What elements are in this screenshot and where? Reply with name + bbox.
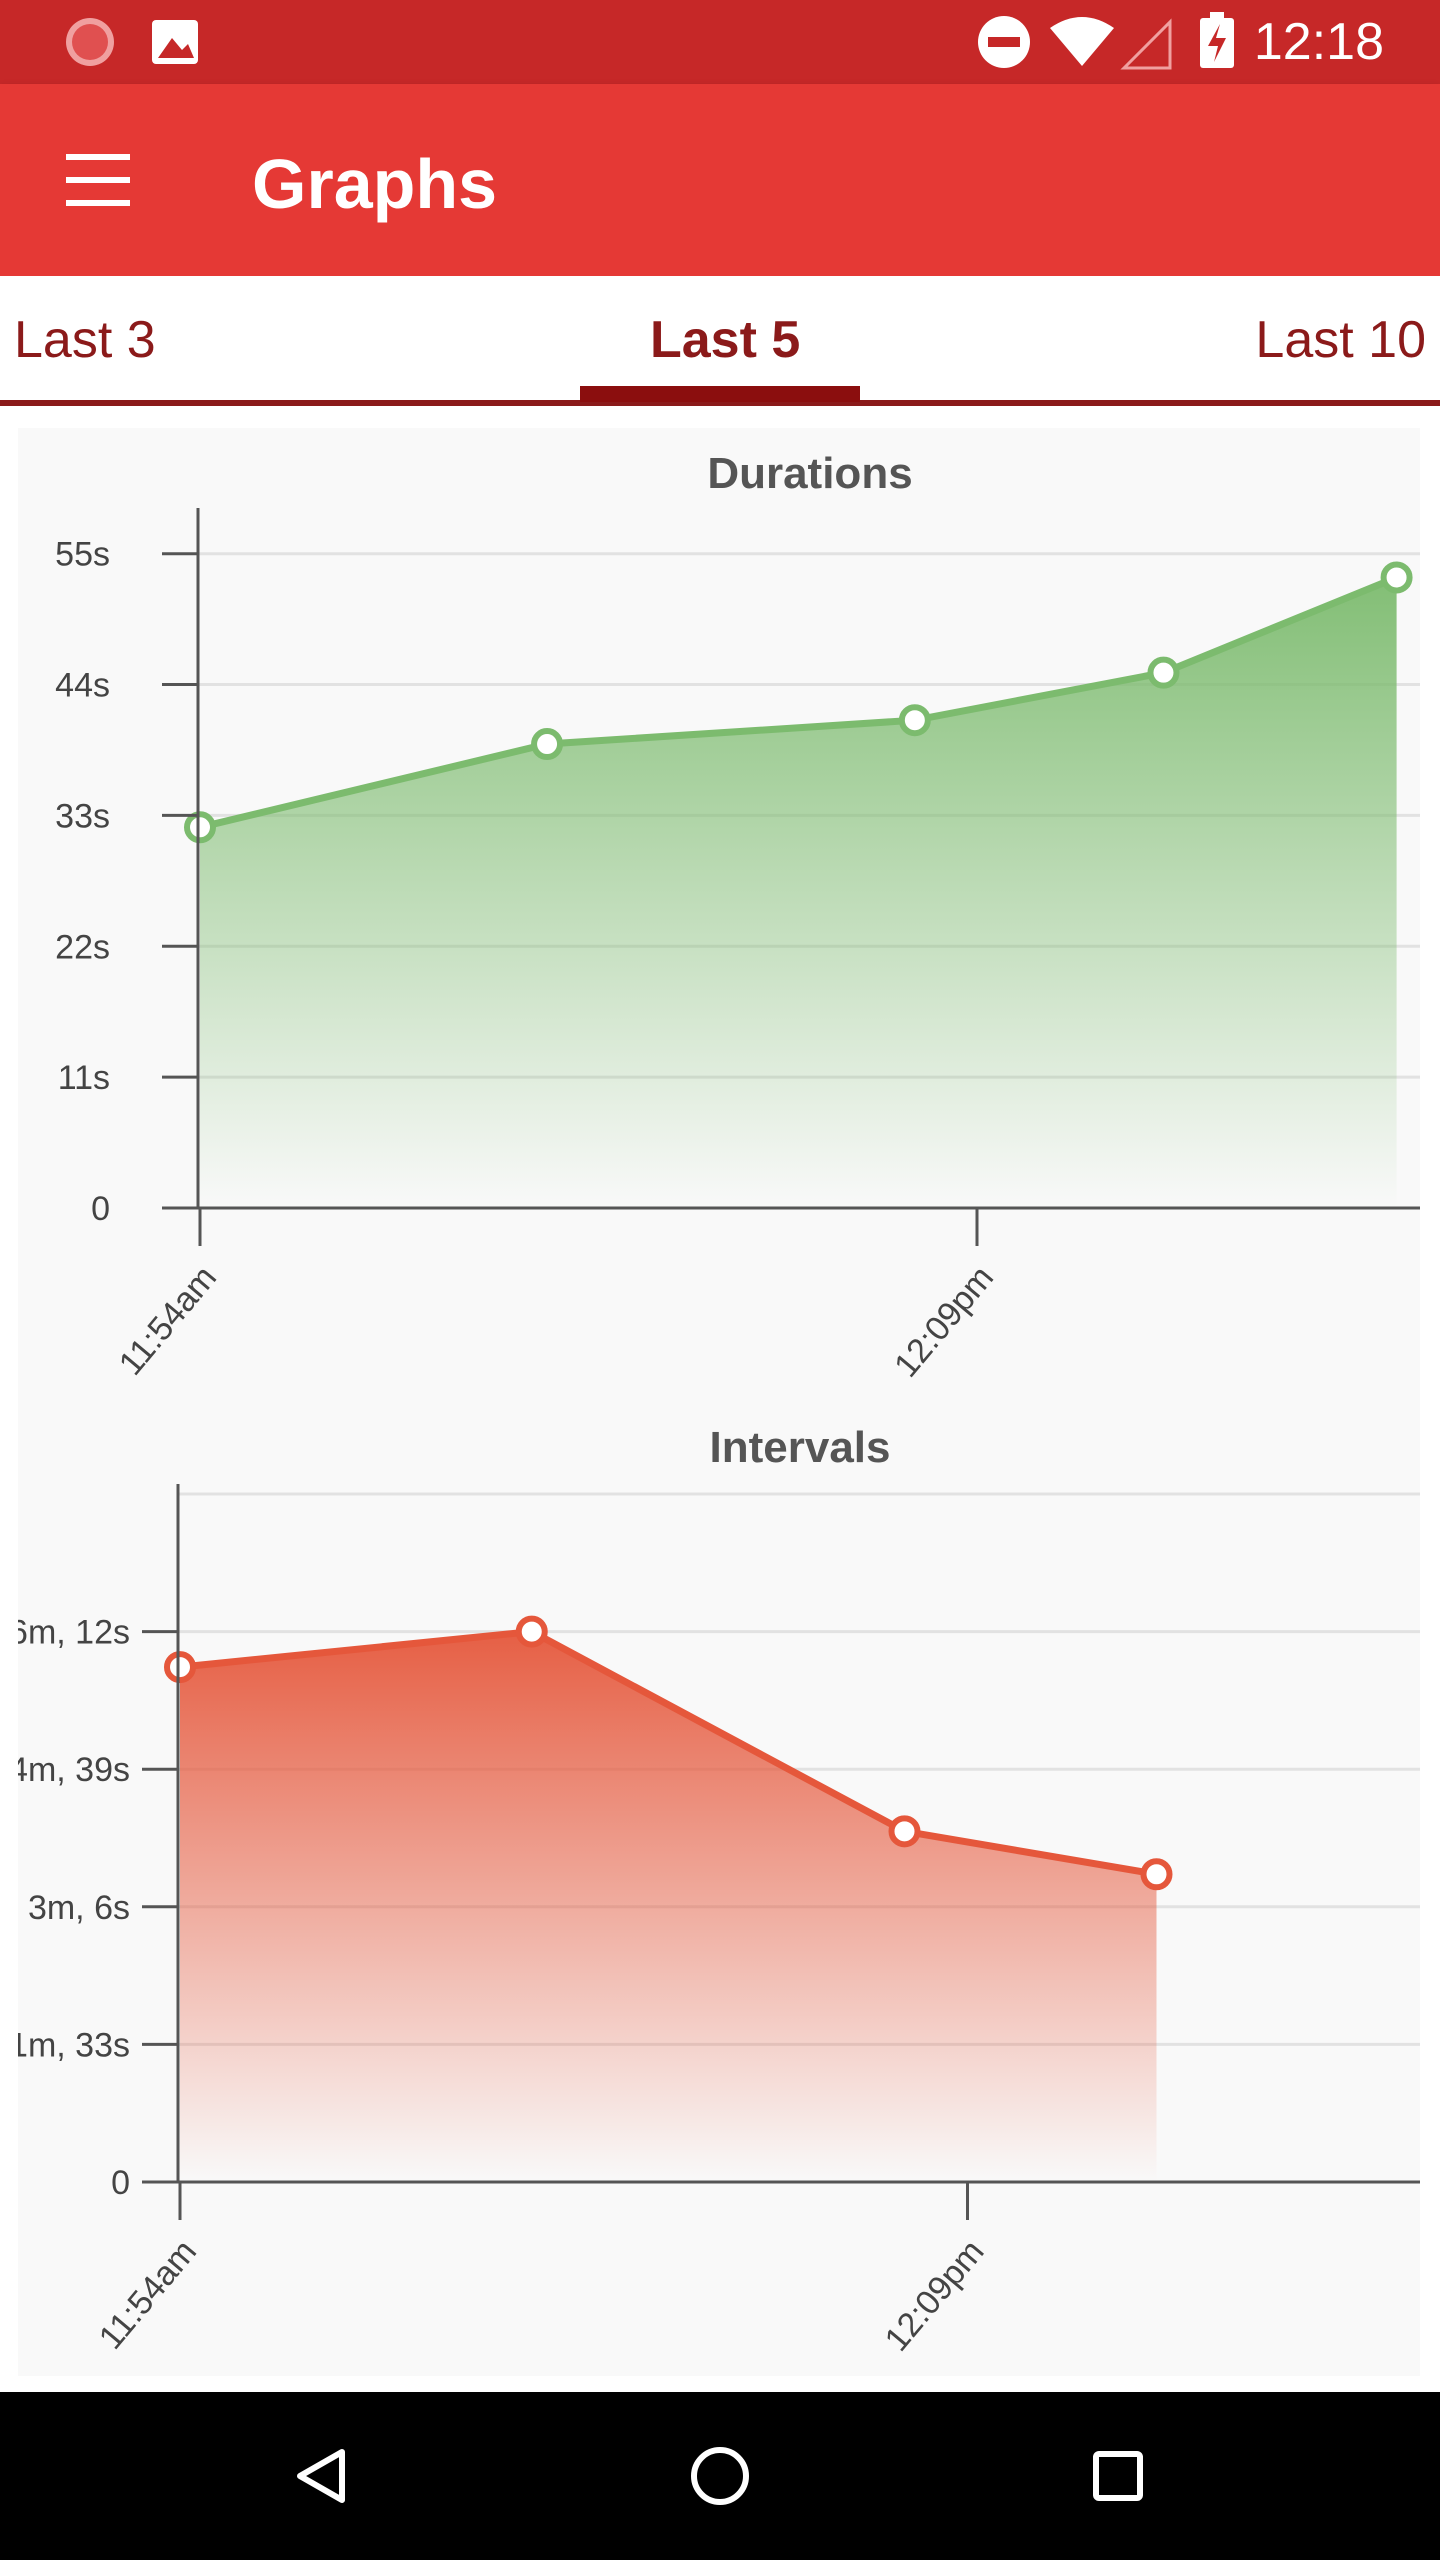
back-icon[interactable]: [297, 2449, 345, 2503]
active-tab-indicator: [580, 386, 860, 402]
y-tick-label: 11s: [58, 1059, 110, 1097]
intervals-chart: Intervals 0 1m, 33s 3m, 6s 4m, 39s 6m, 12s 11…: [18, 1423, 1420, 2359]
recents-icon[interactable]: [1093, 2451, 1143, 2501]
charts-container: Durations 0 11s 22s 33s 44s 55s 11:54am 12:09pm…: [18, 428, 1420, 2376]
data-point: [1147, 656, 1180, 689]
data-point: [515, 1615, 548, 1648]
system-nav-bar: [0, 2392, 1440, 2560]
status-icons: [66, 12, 1234, 70]
durations-chart-title: Durations: [707, 449, 912, 498]
data-point: [1380, 561, 1413, 594]
y-tick-label: 55s: [55, 536, 110, 574]
range-tabs: Last 3 Last 5 Last 10: [0, 276, 1440, 406]
battery-charging-icon: [1200, 12, 1234, 68]
tab-last-10[interactable]: Last 10: [1255, 311, 1426, 369]
app-toolbar: Graphs: [0, 84, 1440, 276]
y-tick-label: 44s: [55, 667, 110, 705]
intervals-points: [164, 1615, 1173, 1891]
signal-icon: [1120, 18, 1172, 70]
y-tick-label: 3m, 6s: [28, 1889, 130, 1927]
intervals-line: [179, 1628, 1158, 1878]
y-tick-label: 6m, 12s: [18, 1614, 130, 1652]
y-tick-label: 33s: [55, 797, 110, 835]
charts-svg: Durations 0 11s 22s 33s 44s 55s 11:54am 12:09pm…: [18, 449, 1420, 2359]
y-tick-label: 1m, 33s: [18, 2026, 130, 2064]
y-tick-label: 0: [111, 2164, 130, 2202]
data-point: [888, 1815, 921, 1848]
data-point: [164, 1651, 196, 1684]
data-point: [531, 728, 564, 761]
durations-area: [200, 577, 1397, 1208]
y-tick-label: 0: [91, 1190, 110, 1228]
image-icon: [152, 20, 198, 64]
wifi-icon: [1050, 17, 1114, 66]
x-tick-label: 12:09pm: [887, 1259, 1001, 1385]
x-tick-label: 11:54am: [92, 2233, 205, 2357]
status-bar: 12:18: [0, 0, 1440, 84]
durations-points: [184, 561, 1413, 844]
data-point: [1140, 1858, 1173, 1891]
clock: 12:18: [1253, 13, 1384, 71]
tab-last-5[interactable]: Last 5: [650, 311, 801, 369]
x-tick-label: 11:54am: [112, 1259, 225, 1383]
record-icon: [66, 18, 114, 66]
intervals-chart-title: Intervals: [710, 1423, 891, 1472]
durations-chart: Durations 0 11s 22s 33s 44s 55s 11:54am 12:09pm: [55, 449, 1420, 1385]
home-icon[interactable]: [691, 2447, 749, 2505]
data-point: [898, 704, 931, 737]
hamburger-menu-icon[interactable]: [50, 140, 146, 220]
data-point: [184, 811, 216, 844]
y-tick-label: 4m, 39s: [18, 1751, 130, 1789]
x-tick-label: 12:09pm: [877, 2233, 991, 2359]
y-tick-label: 22s: [55, 928, 110, 966]
page-title: Graphs: [252, 145, 498, 223]
do-not-disturb-icon: [978, 16, 1030, 68]
intervals-area: [180, 1631, 1157, 2182]
tab-last-3[interactable]: Last 3: [14, 311, 156, 369]
